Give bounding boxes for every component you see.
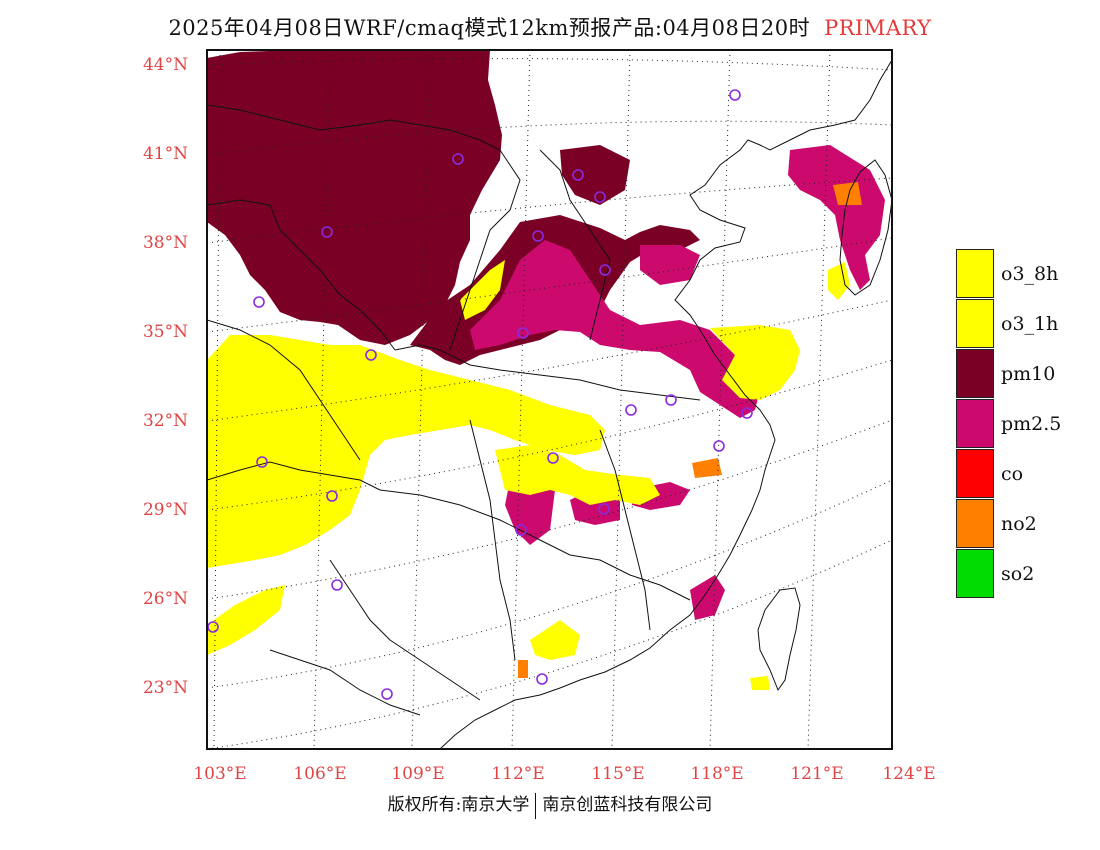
parallel-35 xyxy=(207,237,892,333)
title-tag: PRIMARY xyxy=(824,16,932,40)
station-marker xyxy=(713,440,725,452)
lat-label-23: 23°N xyxy=(142,678,188,698)
pm25-region-fujian xyxy=(690,575,725,620)
pm25-region-central xyxy=(470,240,760,418)
lat-label-41: 41°N xyxy=(142,144,188,164)
copyright-right: 南京创蓝科技有限公司 xyxy=(542,795,713,815)
legend-label: so2 xyxy=(1001,563,1035,585)
border-province-2 xyxy=(207,199,396,351)
station-marker xyxy=(326,490,338,502)
no2-region-korea xyxy=(833,182,862,205)
station-marker xyxy=(599,264,611,276)
lon-label-103: 103°E xyxy=(193,764,247,784)
legend-label: co xyxy=(1001,463,1024,485)
lat-label-29: 29°N xyxy=(142,500,188,520)
station-marker xyxy=(517,327,529,339)
border-province-6 xyxy=(449,149,521,351)
station-marker xyxy=(381,688,393,700)
pm10-region-north xyxy=(207,50,502,345)
border-province-8 xyxy=(469,419,516,661)
station-marker xyxy=(594,191,606,203)
lat-label-26: 26°N xyxy=(142,589,188,609)
legend-label: o3_1h xyxy=(1001,313,1059,335)
border-province-7 xyxy=(539,149,611,341)
lon-label-109: 109°E xyxy=(391,764,445,784)
station-marker xyxy=(665,394,677,406)
copyright-footer: 版权所有:南京大学 南京创蓝科技有限公司 xyxy=(0,790,1100,819)
lat-label-38: 38°N xyxy=(142,233,188,253)
legend-label: o3_8h xyxy=(1001,263,1059,285)
legend-swatch xyxy=(956,449,994,498)
legend-swatch xyxy=(956,499,994,548)
station-marker xyxy=(452,153,464,165)
title-main: 2025年04月08日WRF/cmaq模式12km预报产品:04月08日20时 xyxy=(168,16,811,40)
o3-region-west xyxy=(207,335,605,568)
station-marker xyxy=(536,673,548,685)
pm25-region-korea xyxy=(788,145,885,290)
pm25-region-east xyxy=(640,245,700,285)
station-marker xyxy=(321,226,333,238)
no2-region-shanghai xyxy=(692,458,722,478)
station-marker xyxy=(741,407,753,419)
lon-label-112: 112°E xyxy=(491,764,545,784)
border-province-3 xyxy=(394,344,701,401)
station-marker xyxy=(598,503,610,515)
copyright-left: 版权所有:南京大学 xyxy=(387,795,530,815)
border-province-12 xyxy=(269,649,421,716)
parallel-29 xyxy=(207,359,892,511)
station-marker xyxy=(365,349,377,361)
lon-label-115: 115°E xyxy=(591,764,645,784)
legend-swatch xyxy=(956,299,994,348)
border-province-4 xyxy=(207,461,381,491)
lon-label-118: 118°E xyxy=(690,764,744,784)
lat-label-35: 35°N xyxy=(142,322,188,342)
legend-swatch xyxy=(956,349,994,398)
o3-region-korea xyxy=(828,262,850,300)
station-marker xyxy=(331,579,343,591)
coastline-taiwan xyxy=(757,587,801,692)
legend-label: pm2.5 xyxy=(1001,413,1062,435)
station-marker xyxy=(625,404,637,416)
parallel-38 xyxy=(207,177,892,244)
border-province-11 xyxy=(207,319,361,461)
map-content xyxy=(207,50,892,749)
border-province-5 xyxy=(379,489,691,601)
station-markers xyxy=(207,89,753,700)
station-marker xyxy=(729,89,741,101)
footer-separator xyxy=(535,792,537,819)
station-marker xyxy=(515,524,527,536)
lon-label-121: 121°E xyxy=(790,764,844,784)
coastline-main xyxy=(439,59,892,749)
o3-region-yunnan xyxy=(207,585,285,655)
border-province-1 xyxy=(207,104,501,151)
station-marker xyxy=(547,452,559,464)
o3-region-hainan-coast xyxy=(750,676,770,690)
map-title: 2025年04月08日WRF/cmaq模式12km预报产品:04月08日20时 P… xyxy=(0,12,1100,42)
o3-region-henan xyxy=(460,260,505,320)
coastline-group xyxy=(207,59,892,749)
legend-swatch xyxy=(956,249,994,298)
o3-region-guangdong xyxy=(530,620,580,660)
lat-label-44: 44°N xyxy=(142,55,188,75)
pm10-region-beijing xyxy=(560,145,630,205)
station-marker xyxy=(572,169,584,181)
o3-region-jiangsu xyxy=(710,325,800,400)
graticule xyxy=(207,50,892,749)
station-marker xyxy=(256,456,268,468)
lat-label-32: 32°N xyxy=(142,411,188,431)
lon-label-106: 106°E xyxy=(293,764,347,784)
station-marker xyxy=(532,230,544,242)
border-province-10 xyxy=(329,559,481,701)
legend-label: pm10 xyxy=(1001,363,1056,385)
station-marker xyxy=(253,296,265,308)
legend-swatch xyxy=(956,399,994,448)
legend-label: no2 xyxy=(1001,513,1037,535)
legend-swatch xyxy=(956,549,994,598)
no2-region-guangzhou xyxy=(518,660,528,678)
border-province-9 xyxy=(599,429,651,631)
lon-label-124: 124°E xyxy=(882,764,936,784)
map-frame xyxy=(206,49,893,750)
